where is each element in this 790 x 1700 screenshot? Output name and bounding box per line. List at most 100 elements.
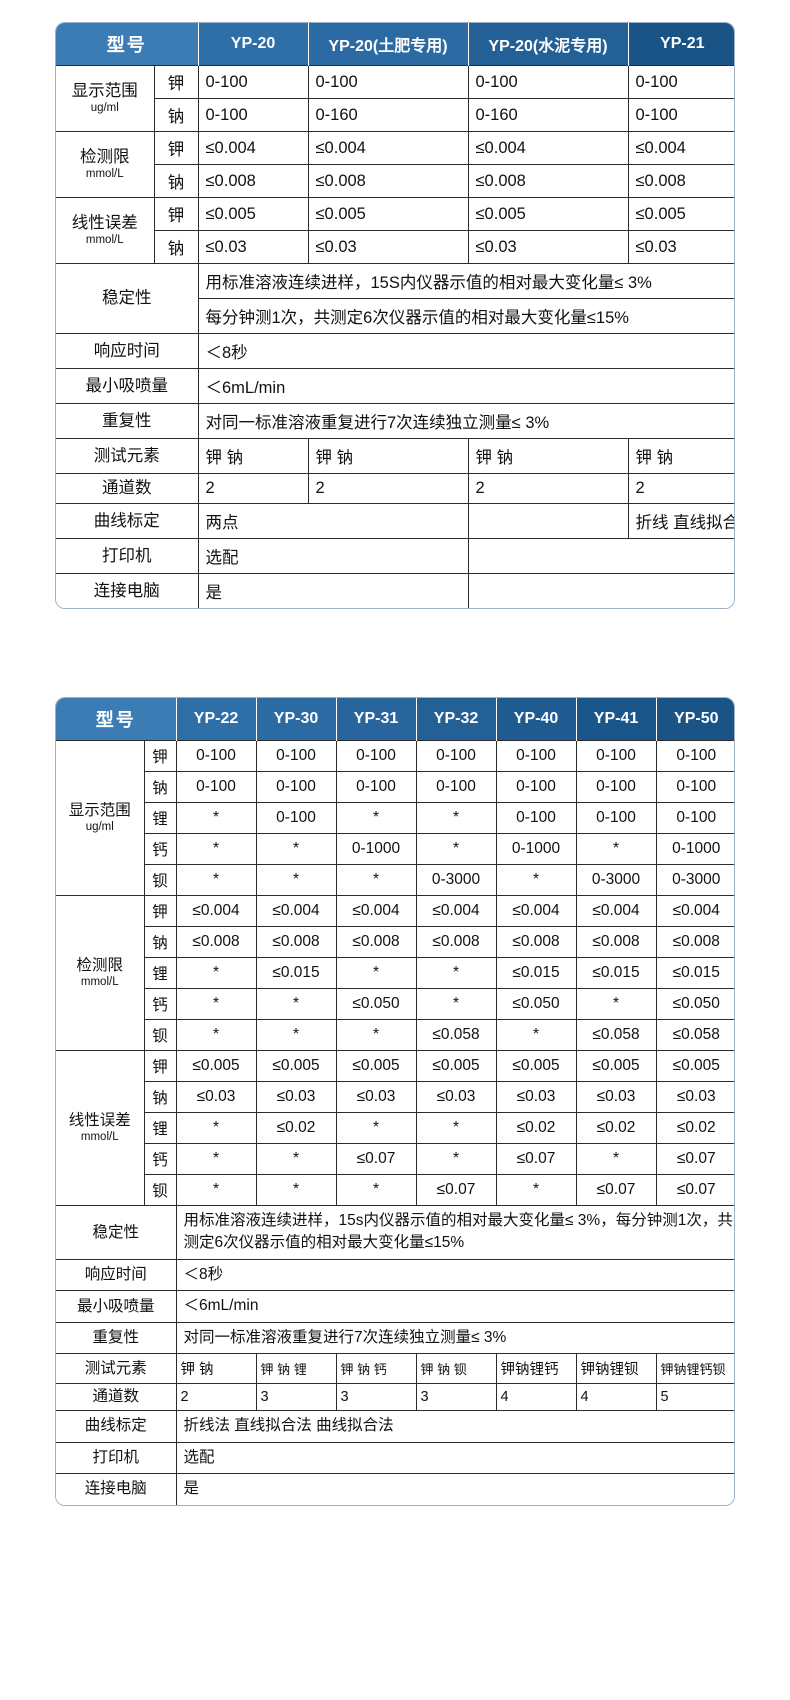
- cell-value: ≤0.004: [197, 131, 309, 165]
- ion-label: 钠: [144, 926, 177, 958]
- table-row: 钠 ≤0.03 ≤0.03 ≤0.03 ≤0.03 ≤0.03 ≤0.03 ≤0.03: [56, 1081, 734, 1113]
- ion-label: 钙: [144, 833, 177, 865]
- table2-pc-connect-value: 是: [175, 1473, 734, 1505]
- cell-value: ≤0.005: [415, 1050, 497, 1082]
- cell-value: ≤0.07: [575, 1174, 657, 1206]
- cell-value: 钾钠锂钙钡: [655, 1353, 734, 1385]
- table-row: 响应时间 ＜8秒: [56, 333, 734, 369]
- table-row: 检测限 mmol/L 钾 ≤0.004 ≤0.004 ≤0.004 ≤0.004 ≤0.004…: [56, 895, 734, 1051]
- cell-value: *: [495, 1019, 577, 1051]
- table1-row-value-repeatability: 对同一标准溶液重复进行7次连续独立测量≤ 3%: [197, 403, 734, 439]
- cell-value: *: [175, 988, 257, 1020]
- table2-header-col-3: YP-32: [416, 698, 497, 741]
- cell-value: ≤0.050: [495, 988, 577, 1020]
- cell-value: 钾 钠: [467, 438, 629, 474]
- group-label-text: 显示范围: [68, 801, 131, 819]
- table-row: 曲线标定 两点 折线 直线拟合: [56, 503, 734, 539]
- table1-row-label-repeatability: 重复性: [56, 403, 199, 439]
- cell-value: *: [175, 833, 257, 865]
- table2-group-label-display-range: 显示范围 ug/ml: [56, 740, 145, 896]
- cell-value: ≤0.03: [575, 1081, 657, 1113]
- table-row: 重复性 对同一标准溶液重复进行7次连续独立测量≤ 3%: [56, 403, 734, 439]
- cell-value: ≤0.058: [655, 1019, 734, 1051]
- table2-group-label-detection-limit: 检测限 mmol/L: [56, 895, 145, 1051]
- table-row: 通道数 2 3 3 3 4 4 5: [56, 1383, 734, 1412]
- cell-value: ≤0.03: [627, 230, 734, 264]
- group-label-text: 显示范围: [71, 81, 138, 100]
- cell-value: *: [255, 1174, 337, 1206]
- table1-row-label-pc-connect: 连接电脑: [56, 573, 199, 608]
- cell-value: ≤0.050: [655, 988, 734, 1020]
- ion-label: 钾: [153, 131, 199, 165]
- cell-value: ≤0.005: [335, 1050, 417, 1082]
- cell-value: *: [335, 802, 417, 834]
- table2-stability-label: 稳定性: [56, 1205, 177, 1260]
- ion-label: 钙: [144, 1143, 177, 1175]
- cell-value: 钾 钠 钙: [335, 1353, 417, 1385]
- cell-value: ≤0.008: [575, 926, 657, 958]
- table1-row-value-response-time: ＜8秒: [197, 333, 734, 369]
- table2-header-row: 型号 YP-22 YP-30 YP-31 YP-32 YP-40 YP-41 Y…: [56, 698, 734, 741]
- table1-pc-connect-value-right: [467, 573, 734, 608]
- cell-value: ≤0.07: [655, 1143, 734, 1175]
- ion-label: 钾: [143, 895, 177, 927]
- table-row: 测试元素钾 钠钾 钠 锂钾 钠 钙钾 钠 钡钾钠锂钙 钾钠锂钡 钾钠锂钙钡: [56, 1353, 734, 1385]
- cell-value: ≤0.07: [495, 1143, 577, 1175]
- table1-header-col-2: YP-20(水泥专用): [468, 23, 629, 66]
- cell-value: 4: [575, 1383, 657, 1412]
- table-row: 通道数 2 2 2 2: [56, 473, 734, 504]
- cell-value: ≤0.008: [307, 164, 469, 198]
- table1-header-col-3: YP-21: [628, 23, 734, 66]
- table2-printer-value: 选配: [175, 1441, 734, 1475]
- table2-row-label-test-elements: 测试元素: [56, 1353, 177, 1385]
- cell-value: 钾钠锂钙: [495, 1353, 577, 1385]
- cell-value: *: [415, 1143, 497, 1175]
- cell-value: *: [415, 833, 497, 865]
- cell-value: ≤0.02: [575, 1112, 657, 1144]
- table1-stability-label: 稳定性: [56, 263, 199, 334]
- cell-value: ≤0.03: [175, 1081, 257, 1113]
- table-row: 钠 ≤0.03 ≤0.03 ≤0.03 ≤0.03: [56, 230, 734, 264]
- cell-value: *: [335, 1019, 417, 1051]
- table1-printer-value: 选配: [197, 538, 469, 574]
- cell-value: *: [335, 957, 417, 989]
- ion-label: 钠: [154, 164, 199, 198]
- table2-header-col-4: YP-40: [496, 698, 577, 741]
- table1-row-value-min-aspiration: ＜6mL/min: [197, 368, 734, 404]
- cell-value: 0-100: [627, 98, 734, 132]
- cell-value: 钾 钠: [197, 438, 309, 474]
- table2-header-col-2: YP-31: [336, 698, 417, 741]
- cell-value: ≤0.07: [655, 1174, 734, 1206]
- table-row: 钠 0-100 0-160 0-160 0-100: [56, 98, 734, 132]
- table-row: 检测限 mmol/L 钾 ≤0.004 ≤0.004 ≤0.004 ≤0.004: [56, 131, 734, 198]
- table-row: 响应时间 ＜8秒: [56, 1258, 734, 1292]
- table-row: 稳定性 用标准溶液连续进样，15s内仪器示值的相对最大变化量≤ 3%，每分钟测1次…: [56, 1205, 734, 1260]
- cell-value: *: [255, 833, 337, 865]
- ion-label: 钡: [144, 1019, 177, 1051]
- cell-value: *: [255, 864, 337, 896]
- cell-value: ≤0.004: [467, 131, 629, 165]
- table2-curve-value: 折线法 直线拟合法 曲线拟合法: [175, 1410, 734, 1443]
- table-row: 钠 ≤0.008 ≤0.008 ≤0.008 ≤0.008: [56, 164, 734, 198]
- table-row: 最小吸喷量 ＜6mL/min: [56, 368, 734, 404]
- cell-value: *: [175, 802, 257, 834]
- cell-value: 5: [655, 1383, 734, 1412]
- cell-value: 0-1000: [335, 833, 417, 865]
- cell-value: *: [415, 957, 497, 989]
- cell-value: 0-1000: [655, 833, 734, 865]
- table1-row-label-test-elements: 测试元素: [56, 438, 199, 474]
- ion-label: 钠: [154, 98, 199, 132]
- cell-value: ≤0.004: [655, 895, 734, 927]
- table2-stability-text: 用标准溶液连续进样，15s内仪器示值的相对最大变化量≤ 3%，每分钟测1次，共测…: [175, 1205, 734, 1260]
- cell-value: *: [335, 1174, 417, 1206]
- cell-value: *: [415, 1112, 497, 1144]
- cell-value: 0-100: [467, 65, 629, 99]
- cell-value: ≤0.004: [575, 895, 657, 927]
- spec-table-1: 型号 YP-20 YP-20(土肥专用) YP-20(水泥专用) YP-21 显…: [56, 23, 734, 608]
- cell-value: ≤0.005: [575, 1050, 657, 1082]
- table1-header-row: 型号 YP-20 YP-20(土肥专用) YP-20(水泥专用) YP-21: [56, 23, 734, 66]
- table1-row-label-curve-calibration: 曲线标定: [56, 503, 199, 539]
- cell-value: ≤0.008: [255, 926, 337, 958]
- cell-value: 0-100: [197, 98, 309, 132]
- group-unit-text: mmol/L: [85, 233, 124, 246]
